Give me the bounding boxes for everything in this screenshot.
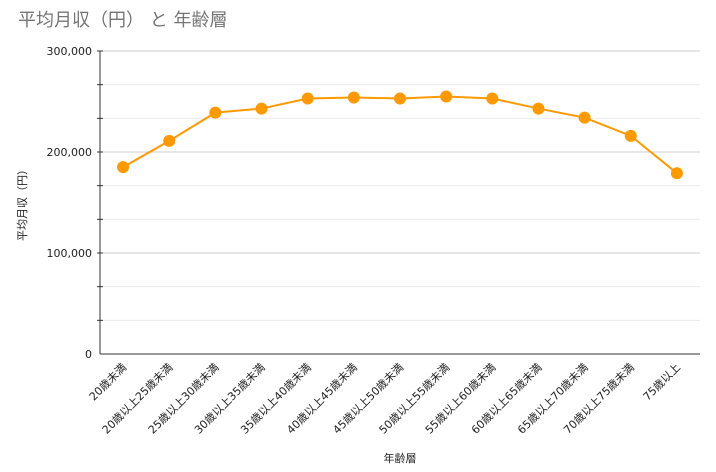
x-axis-title: 年齢層: [384, 451, 417, 465]
x-tick-labels: 20歳未満20歳以上25歳未満25歳以上30歳未満30歳以上35歳未満35歳以上…: [87, 361, 683, 437]
y-tick-label: 100,000: [47, 247, 93, 260]
axes: [97, 50, 700, 355]
data-point: [394, 92, 406, 105]
data-point: [117, 161, 130, 174]
x-tick-label: 75歳以上: [641, 361, 683, 403]
y-tick-labels: 0 100,000 200,000 300,000: [47, 45, 93, 361]
data-point: [301, 92, 314, 105]
y-tick-label: 300,000: [47, 45, 93, 58]
data-point: [255, 102, 268, 115]
data-point: [578, 111, 591, 124]
data-point: [209, 106, 222, 119]
grid-lines: [100, 50, 700, 321]
data-point: [347, 91, 360, 104]
y-tick-label: 200,000: [47, 146, 93, 159]
data-point: [163, 134, 176, 147]
data-point: [624, 129, 637, 142]
y-axis-title: 平均月収（円）: [16, 164, 29, 241]
series: [117, 90, 683, 180]
x-tick-label: 20歳未満: [87, 361, 129, 403]
data-point: [670, 167, 683, 180]
data-point: [440, 90, 453, 103]
data-point: [532, 102, 545, 115]
chart-title: 平均月収（円） と 年齢層: [18, 10, 228, 31]
series-line: [122, 95, 678, 174]
y-tick-label: 0: [85, 348, 92, 361]
data-point: [486, 92, 499, 105]
